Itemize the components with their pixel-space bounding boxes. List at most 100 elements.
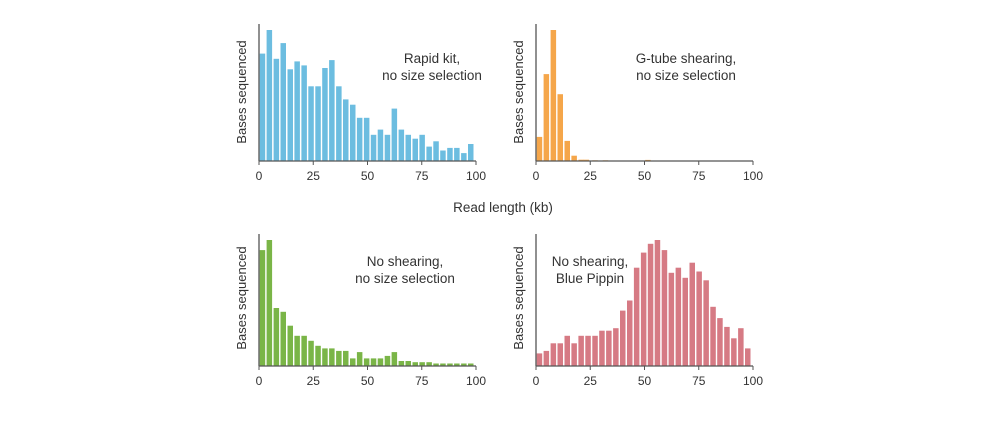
bar bbox=[308, 86, 314, 161]
bar bbox=[440, 150, 446, 161]
panel-annotation: no size selection bbox=[355, 271, 455, 286]
bar bbox=[259, 53, 266, 161]
bar bbox=[356, 352, 363, 366]
bar bbox=[287, 325, 293, 366]
panel-g-tube-shearing: 0 25 50 75 100 Bases sequenced G-tube shearing… bbox=[511, 24, 763, 183]
bar bbox=[301, 65, 307, 161]
bar bbox=[571, 155, 577, 161]
bar bbox=[675, 267, 682, 366]
bar bbox=[412, 362, 418, 366]
bar bbox=[557, 94, 563, 161]
bar bbox=[391, 352, 398, 366]
bar bbox=[370, 134, 377, 161]
y-axis-title: Bases sequenced bbox=[234, 246, 249, 349]
bar bbox=[384, 134, 391, 161]
panel-annotation: No shearing, bbox=[552, 254, 629, 269]
bar bbox=[377, 358, 384, 366]
bar bbox=[745, 348, 751, 366]
panel-annotation: No shearing, bbox=[367, 254, 444, 269]
bar bbox=[536, 353, 543, 366]
x-tick-label: 50 bbox=[638, 169, 652, 183]
bar bbox=[468, 144, 474, 161]
panel-annotation: no size selection bbox=[382, 68, 482, 83]
bar bbox=[405, 361, 411, 366]
bar bbox=[564, 335, 570, 366]
bar bbox=[557, 343, 563, 366]
bar bbox=[627, 300, 633, 366]
bar bbox=[370, 358, 377, 366]
bar bbox=[412, 138, 418, 161]
x-tick-label: 75 bbox=[415, 169, 429, 183]
bar bbox=[343, 350, 349, 366]
bar bbox=[336, 350, 342, 366]
x-tick-label: 25 bbox=[307, 374, 321, 388]
bar bbox=[336, 86, 342, 161]
x-tick-label: 0 bbox=[256, 374, 263, 388]
bar bbox=[363, 117, 370, 161]
panel-annotation: Rapid kit, bbox=[404, 51, 460, 66]
x-tick-label: 100 bbox=[466, 169, 486, 183]
bar bbox=[294, 335, 300, 366]
bar bbox=[717, 318, 723, 366]
x-tick-label: 100 bbox=[466, 374, 486, 388]
bar bbox=[461, 363, 467, 366]
bar bbox=[633, 267, 640, 366]
x-tick-label: 25 bbox=[584, 169, 598, 183]
bar bbox=[398, 361, 405, 366]
bar bbox=[426, 146, 432, 161]
x-tick-label: 0 bbox=[533, 169, 540, 183]
bar bbox=[315, 86, 321, 161]
bar bbox=[571, 343, 577, 366]
bar bbox=[433, 363, 439, 366]
bar bbox=[578, 335, 584, 366]
y-axis-title: Bases sequenced bbox=[234, 40, 249, 143]
bar bbox=[273, 308, 280, 366]
bar bbox=[592, 335, 598, 366]
bar bbox=[543, 74, 550, 161]
bar bbox=[384, 355, 391, 366]
panel-blue-pippin: 0 25 50 75 100 Bases sequenced No shearing, Blu… bbox=[511, 234, 763, 388]
bar bbox=[447, 147, 453, 161]
bar bbox=[405, 134, 411, 161]
bar bbox=[350, 358, 356, 366]
bar bbox=[661, 250, 668, 366]
bar bbox=[599, 330, 605, 366]
bar bbox=[322, 68, 328, 161]
x-tick-label: 75 bbox=[692, 374, 706, 388]
bar bbox=[550, 30, 557, 161]
y-axis-title: Bases sequenced bbox=[511, 246, 526, 349]
bar bbox=[613, 328, 619, 366]
bar bbox=[620, 310, 626, 366]
bar bbox=[731, 338, 737, 366]
x-tick-label: 0 bbox=[533, 374, 540, 388]
bar bbox=[585, 335, 591, 366]
panel-rapid-kit: 0 25 50 75 100 Bases sequenced Rapid kit, no si… bbox=[234, 24, 486, 183]
bar bbox=[440, 363, 446, 366]
bar bbox=[301, 335, 307, 366]
bar bbox=[689, 262, 695, 366]
bar bbox=[329, 60, 335, 161]
x-tick-label: 50 bbox=[361, 169, 375, 183]
bar bbox=[419, 134, 425, 161]
x-tick-label: 100 bbox=[743, 169, 763, 183]
x-tick-label: 50 bbox=[361, 374, 375, 388]
bar bbox=[682, 277, 688, 366]
panel-annotation: G-tube shearing, bbox=[636, 51, 737, 66]
panel-annotation: Blue Pippin bbox=[556, 271, 624, 286]
bar bbox=[564, 140, 570, 161]
bar bbox=[308, 340, 314, 366]
bar bbox=[363, 358, 370, 366]
bar bbox=[454, 363, 460, 366]
bar bbox=[550, 343, 557, 366]
bar bbox=[703, 280, 709, 366]
bar bbox=[329, 348, 335, 366]
bar bbox=[710, 306, 716, 366]
bar bbox=[280, 43, 286, 161]
shared-x-axis-title: Read length (kb) bbox=[453, 200, 553, 215]
bar bbox=[266, 240, 273, 366]
x-tick-label: 25 bbox=[584, 374, 598, 388]
bar bbox=[536, 136, 543, 161]
bar bbox=[668, 272, 675, 366]
bar bbox=[280, 311, 286, 366]
